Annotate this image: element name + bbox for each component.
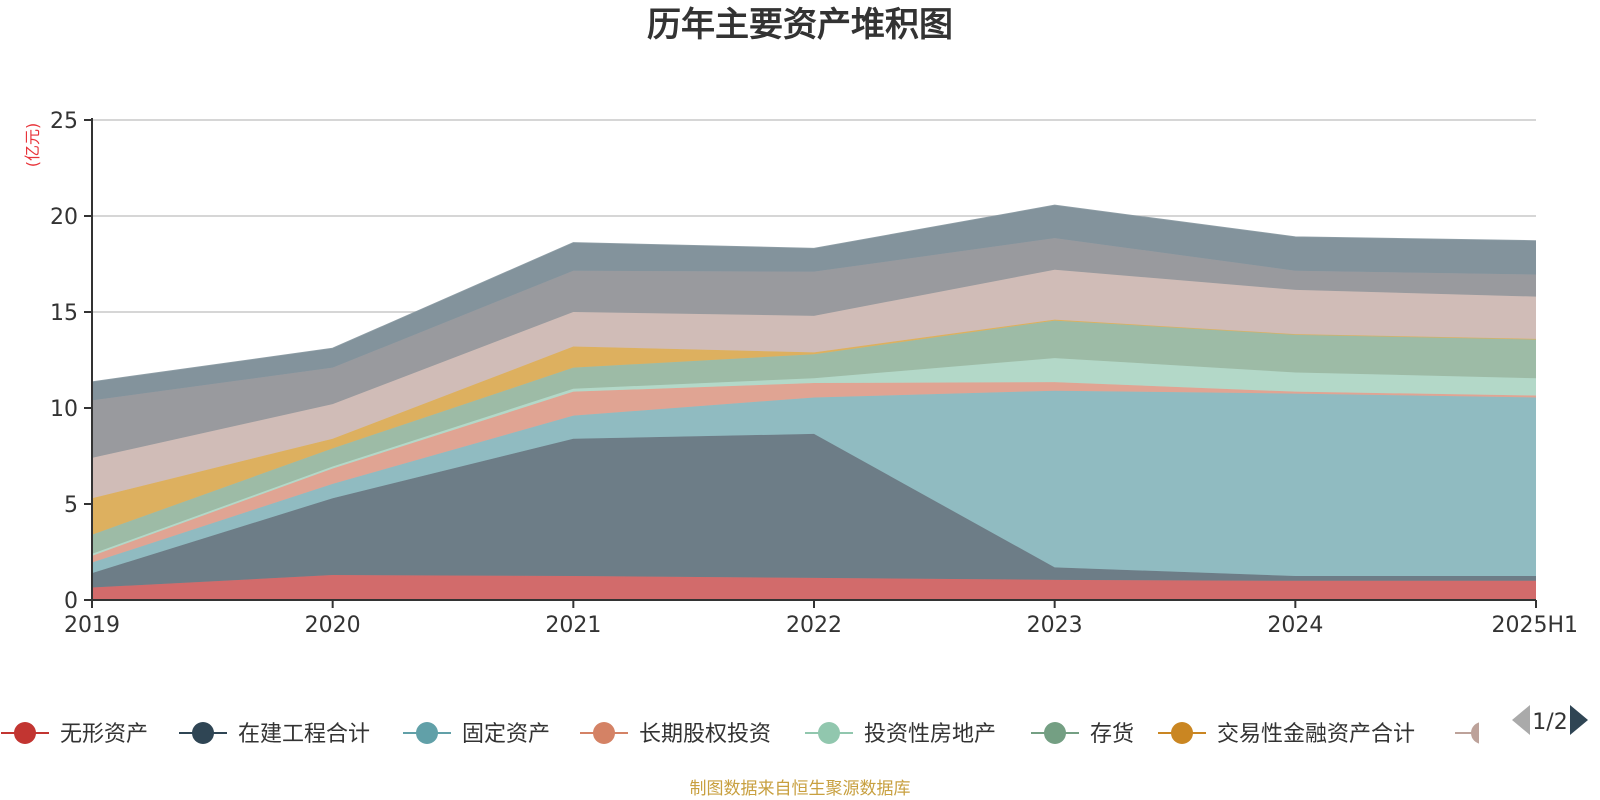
- axes: 0 5 10 15 20 25 2019 2020 2021 2022 2023 2024 2025H1: [50, 109, 1578, 638]
- legend-label: 交易性金融资产合计: [1217, 722, 1415, 747]
- y-tick-label: 10: [50, 397, 78, 422]
- y-tick-label: 0: [64, 589, 78, 614]
- stacked-areas: [91, 204, 1537, 600]
- legend-label: 投资性房地产: [864, 722, 996, 747]
- legend: 无形资产 在建工程合计 固定资产 长期股权投资 投资性房地产 存货 交易性金融资产合计: [1, 722, 1493, 747]
- series-line-10: [91, 204, 1537, 383]
- legend-item-partial[interactable]: [1455, 722, 1493, 744]
- legend-label: 在建工程合计: [238, 722, 370, 747]
- legend-marker-icon: [192, 722, 214, 744]
- area-series-5: [92, 358, 1536, 556]
- chart-title: 历年主要资产堆积图: [647, 5, 953, 45]
- y-tick-label: 25: [50, 109, 78, 134]
- area-series-7: [92, 319, 1536, 535]
- area-series-10: [92, 205, 1536, 401]
- legend-label: 长期股权投资: [639, 722, 771, 747]
- legend-label: 存货: [1090, 722, 1134, 747]
- legend-pager: 1/2: [1512, 705, 1588, 735]
- legend-marker-icon: [1044, 722, 1066, 744]
- x-tick-label: 2023: [1027, 613, 1083, 638]
- legend-marker-icon: [416, 722, 438, 744]
- x-tick-label: 2024: [1267, 613, 1323, 638]
- x-tick-label: 2021: [545, 613, 601, 638]
- area-series-3: [92, 390, 1536, 576]
- area-series-1: [92, 575, 1536, 600]
- legend-marker-icon: [1471, 722, 1479, 744]
- triangle-left-icon[interactable]: [1512, 705, 1530, 735]
- triangle-right-icon[interactable]: [1570, 705, 1588, 735]
- legend-item[interactable]: 长期股权投资: [580, 722, 771, 747]
- data-source: 制图数据来自恒生聚源数据库: [690, 779, 911, 799]
- legend-marker-icon: [593, 722, 615, 744]
- area-series-9: [92, 238, 1536, 458]
- legend-item[interactable]: 固定资产: [403, 722, 550, 747]
- area-series-6: [92, 320, 1536, 554]
- y-tick-label: 15: [50, 301, 78, 326]
- legend-label: 固定资产: [462, 722, 550, 747]
- legend-item[interactable]: 在建工程合计: [179, 722, 370, 747]
- legend-marker-icon: [818, 722, 840, 744]
- legend-item[interactable]: 无形资产: [1, 722, 148, 747]
- legend-item[interactable]: 存货: [1031, 722, 1134, 747]
- legend-marker-icon: [14, 722, 36, 744]
- legend-page-indicator: 1/2: [1532, 710, 1567, 735]
- legend-item[interactable]: 交易性金融资产合计: [1158, 722, 1415, 747]
- x-tick-label: 2020: [305, 613, 361, 638]
- y-tick-label: 5: [64, 493, 78, 518]
- legend-label: 无形资产: [60, 722, 148, 747]
- legend-item[interactable]: 投资性房地产: [805, 722, 996, 747]
- x-tick-label: 2019: [64, 613, 120, 638]
- legend-marker-icon: [1171, 722, 1193, 744]
- x-tick-label: 2022: [786, 613, 842, 638]
- x-tick-label: 2025H1: [1491, 613, 1578, 638]
- y-axis-unit: (亿元): [23, 123, 42, 168]
- area-series-2: [92, 433, 1536, 588]
- y-tick-label: 20: [50, 205, 78, 230]
